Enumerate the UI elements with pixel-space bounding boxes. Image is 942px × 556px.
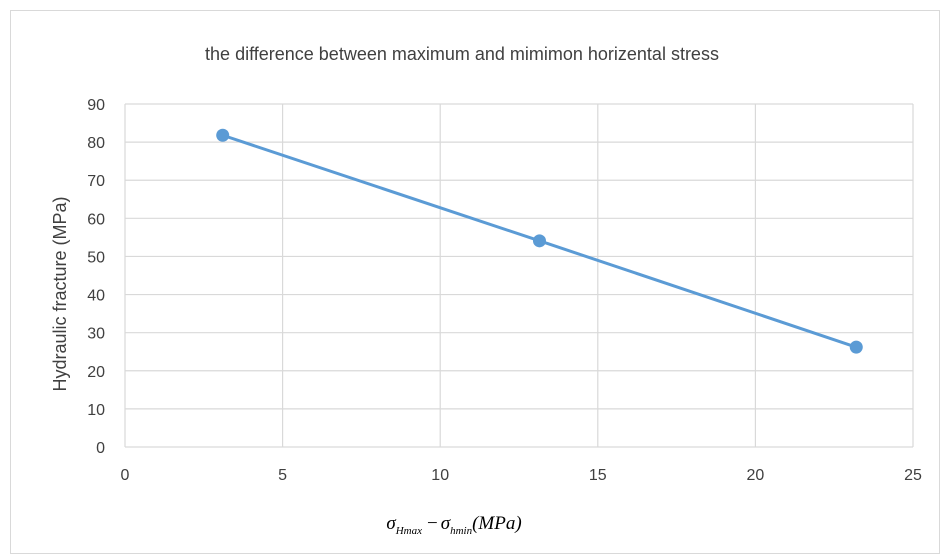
x-axis-minus: − xyxy=(427,513,438,534)
y-tick-label: 50 xyxy=(87,249,105,266)
y-tick-label: 70 xyxy=(87,173,105,190)
x-tick-label: 20 xyxy=(747,467,765,484)
data-point xyxy=(216,128,230,142)
y-tick-label: 60 xyxy=(87,211,105,228)
y-tick-label: 20 xyxy=(87,364,105,381)
x-axis-sigma-1: σ xyxy=(386,513,396,534)
y-axis-title: Hydraulic fracture (MPa) xyxy=(50,196,70,391)
x-tick-label: 0 xyxy=(121,467,130,484)
data-point xyxy=(532,234,546,248)
data-series xyxy=(216,128,863,354)
y-tick-label: 10 xyxy=(87,402,105,419)
y-tick-labels: 0 10 20 30 40 50 60 70 80 90 xyxy=(87,97,105,457)
y-tick-label: 30 xyxy=(87,326,105,343)
x-axis-title: σHmax − σhmin(MPa) xyxy=(386,513,521,537)
x-axis-sigma-2: σ xyxy=(441,513,451,534)
x-tick-labels: 0 5 10 15 20 25 xyxy=(121,467,922,484)
chart-title: the difference between maximum and mimim… xyxy=(205,44,719,64)
x-axis-sub-max: Hmax xyxy=(395,525,422,537)
y-tick-label: 40 xyxy=(87,288,105,305)
gridlines xyxy=(124,103,914,448)
y-tick-label: 0 xyxy=(96,440,105,457)
x-axis-unit: (MPa) xyxy=(472,513,522,534)
x-tick-label: 25 xyxy=(904,467,922,484)
y-tick-label: 80 xyxy=(87,135,105,152)
y-tick-label: 90 xyxy=(87,97,105,114)
x-tick-label: 10 xyxy=(431,467,449,484)
x-tick-label: 15 xyxy=(589,467,607,484)
x-tick-label: 5 xyxy=(278,467,287,484)
chart-area xyxy=(10,10,940,554)
data-point xyxy=(849,340,863,354)
x-axis-sub-min: hmin xyxy=(450,525,473,537)
